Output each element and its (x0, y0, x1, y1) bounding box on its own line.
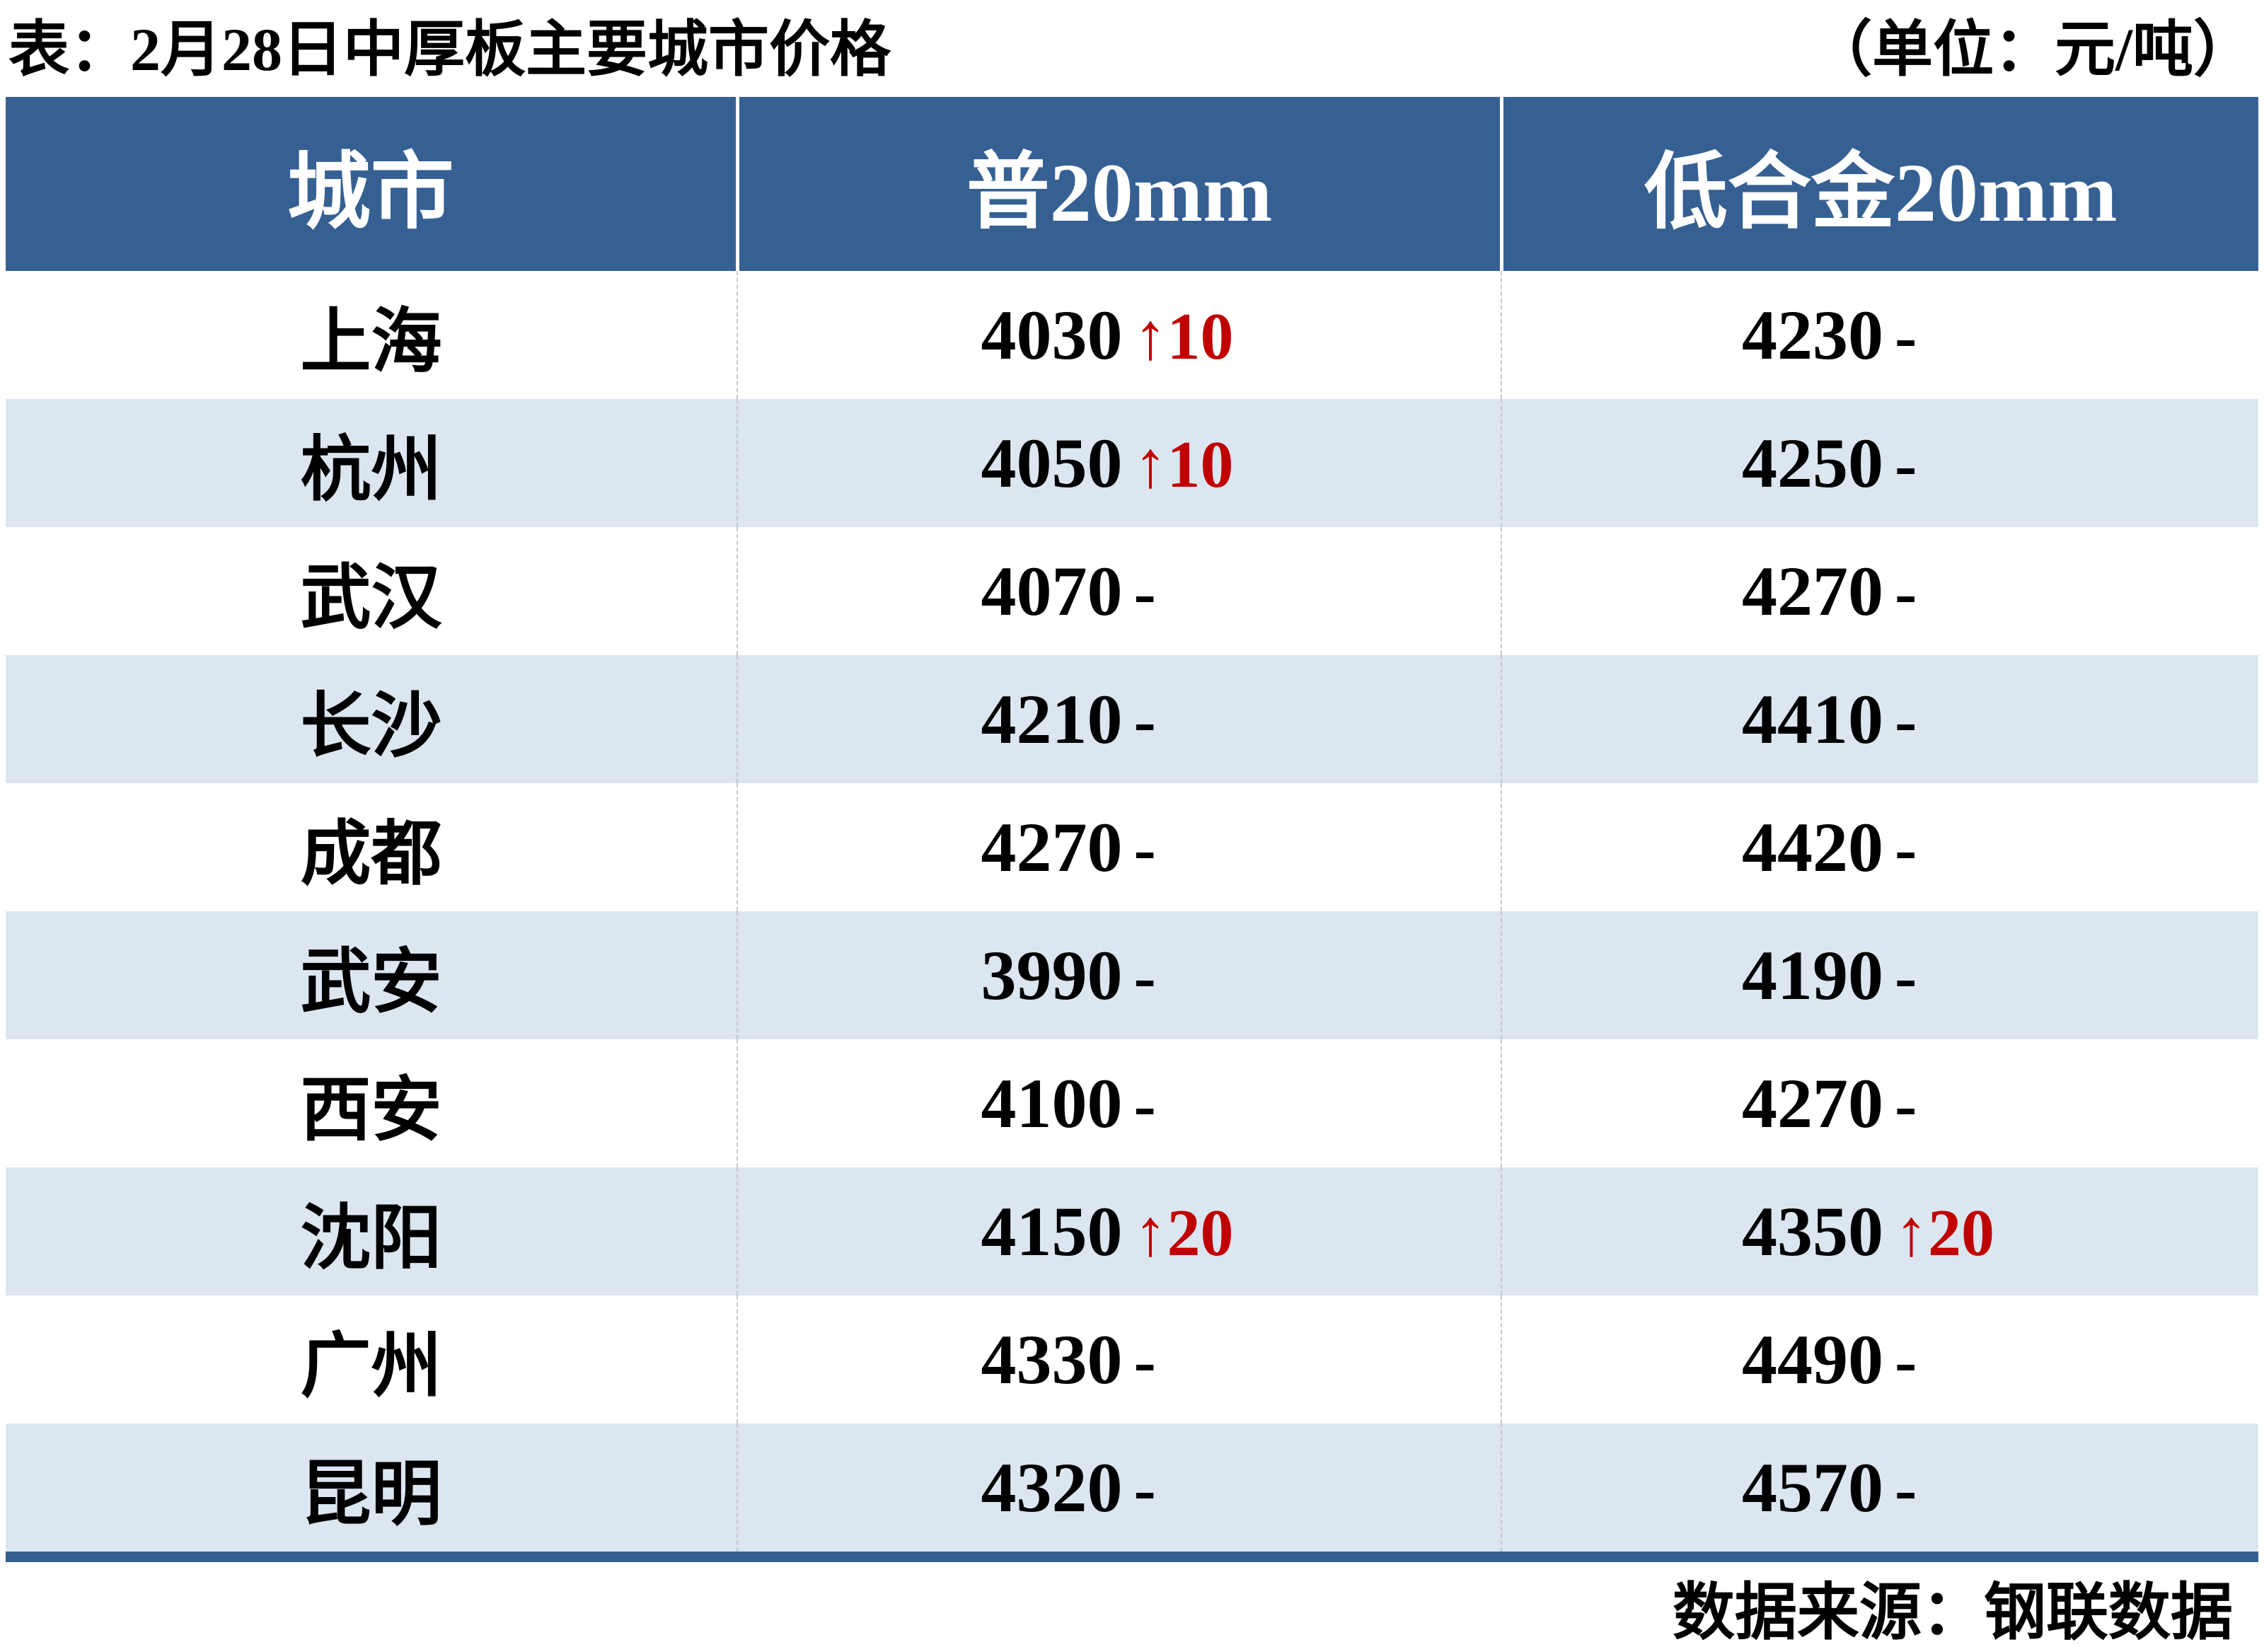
table-row: 沈阳 4150 ↑20 4350 ↑20 (6, 1167, 2258, 1295)
price-value: 4190 (1742, 936, 1883, 1015)
pu20-price-cell: 4210- (737, 655, 1501, 783)
price-change: - (1895, 1068, 1917, 1142)
price-change: ↑20 (1133, 1196, 1234, 1270)
pu20-price-cell: 4150 ↑20 (737, 1167, 1501, 1295)
header-row: 城市 普20mm 低合金20mm (6, 97, 2258, 271)
pu20-price-cell: 4320- (737, 1423, 1501, 1552)
price-change: - (1895, 812, 1917, 886)
city-cell: 成都 (300, 815, 442, 894)
price-change: - (1895, 684, 1917, 758)
table-row: 广州 4330- 4490- (6, 1295, 2258, 1423)
unit-label: （单位：元/吨） (1811, 16, 2254, 83)
city-cell: 长沙 (300, 687, 442, 766)
price-change: ↑20 (1895, 1196, 1994, 1270)
price-value: 4050 (981, 424, 1123, 502)
price-change: - (1133, 940, 1156, 1014)
lhj20-price-cell: 4270- (1501, 527, 2258, 655)
city-cell: 沈阳 (300, 1199, 442, 1278)
price-value: 4210 (981, 680, 1123, 758)
city-cell: 杭州 (300, 431, 442, 509)
price-value: 4320 (981, 1448, 1123, 1527)
price-change: ↑10 (1133, 428, 1234, 502)
lhj20-price-cell: 4410- (1501, 655, 2258, 783)
title-bar: 表：2月28日中厚板主要城市价格 （单位：元/吨） (0, 0, 2264, 97)
price-change: - (1895, 428, 1917, 502)
data-source: 数据来源：钢联数据 (1672, 1579, 2233, 1648)
pu20-price-cell: 4270- (737, 783, 1501, 911)
table-row: 武安 3990- 4190- (6, 911, 2258, 1039)
city-cell: 武汉 (300, 559, 442, 637)
price-value: 4350 (1742, 1192, 1883, 1271)
col-header-city: 城市 (6, 97, 737, 271)
city-cell: 广州 (300, 1327, 442, 1406)
table-row: 杭州 4050 ↑10 4250- (6, 399, 2258, 527)
price-change: - (1133, 556, 1156, 630)
city-cell: 武安 (300, 943, 442, 1022)
price-value: 3990 (981, 936, 1123, 1015)
footer: 数据来源：钢联数据 (0, 1562, 2264, 1652)
lhj20-price-cell: 4230- (1501, 271, 2258, 399)
table-row: 成都 4270- 4420- (6, 783, 2258, 911)
col-header-pu20: 普20mm (735, 97, 1501, 271)
price-value: 4270 (1742, 552, 1883, 630)
price-value: 4420 (1742, 808, 1883, 886)
price-value: 4030 (981, 296, 1123, 374)
bottom-divider-bar (6, 1552, 2258, 1562)
city-cell: 昆明 (300, 1455, 442, 1534)
lhj20-price-cell: 4490- (1501, 1295, 2258, 1423)
city-cell: 西安 (300, 1071, 442, 1150)
lhj20-price-cell: 4190- (1501, 911, 2258, 1039)
city-cell: 上海 (300, 303, 442, 381)
table-row: 昆明 4320- 4570- (6, 1423, 2258, 1552)
price-change: - (1895, 1452, 1917, 1526)
page-title: 表：2月28日中厚板主要城市价格 (8, 16, 891, 83)
price-change: - (1133, 812, 1156, 886)
lhj20-price-cell: 4350 ↑20 (1501, 1167, 2258, 1295)
pu20-price-cell: 4070- (737, 527, 1501, 655)
price-value: 4270 (981, 808, 1123, 886)
table-row: 西安 4100- 4270- (6, 1039, 2258, 1167)
price-change: - (1133, 1452, 1156, 1526)
lhj20-price-cell: 4270- (1501, 1039, 2258, 1167)
price-value: 4330 (981, 1320, 1123, 1399)
lhj20-price-cell: 4420- (1501, 783, 2258, 911)
table-row: 长沙 4210- 4410- (6, 655, 2258, 783)
pu20-price-cell: 3990- (737, 911, 1501, 1039)
price-value: 4570 (1742, 1448, 1883, 1527)
price-value: 4270 (1742, 1064, 1883, 1143)
price-change: - (1895, 1324, 1917, 1398)
price-change: - (1895, 940, 1917, 1014)
lhj20-price-cell: 4570- (1501, 1423, 2258, 1552)
col-header-lhj20: 低合金20mm (1499, 97, 2258, 271)
price-change: - (1895, 300, 1917, 374)
price-table: 城市 普20mm 低合金20mm 上海 4030 ↑10 4230- 杭州 405… (6, 97, 2258, 1552)
price-change: ↑10 (1133, 300, 1234, 374)
table-row: 武汉 4070- 4270- (6, 527, 2258, 655)
pu20-price-cell: 4030 ↑10 (737, 271, 1501, 399)
pu20-price-cell: 4100- (737, 1039, 1501, 1167)
lhj20-price-cell: 4250- (1501, 399, 2258, 527)
price-change: - (1133, 684, 1156, 758)
price-value: 4230 (1742, 296, 1883, 374)
price-value: 4100 (981, 1064, 1123, 1143)
price-value: 4070 (981, 552, 1123, 630)
price-change: - (1133, 1324, 1156, 1398)
pu20-price-cell: 4330- (737, 1295, 1501, 1423)
price-value: 4250 (1742, 424, 1883, 502)
price-change: - (1133, 1068, 1156, 1142)
price-change: - (1895, 556, 1917, 630)
price-value: 4410 (1742, 680, 1883, 758)
price-value: 4150 (981, 1192, 1123, 1271)
table-row: 上海 4030 ↑10 4230- (6, 271, 2258, 399)
pu20-price-cell: 4050 ↑10 (737, 399, 1501, 527)
price-value: 4490 (1742, 1320, 1883, 1399)
